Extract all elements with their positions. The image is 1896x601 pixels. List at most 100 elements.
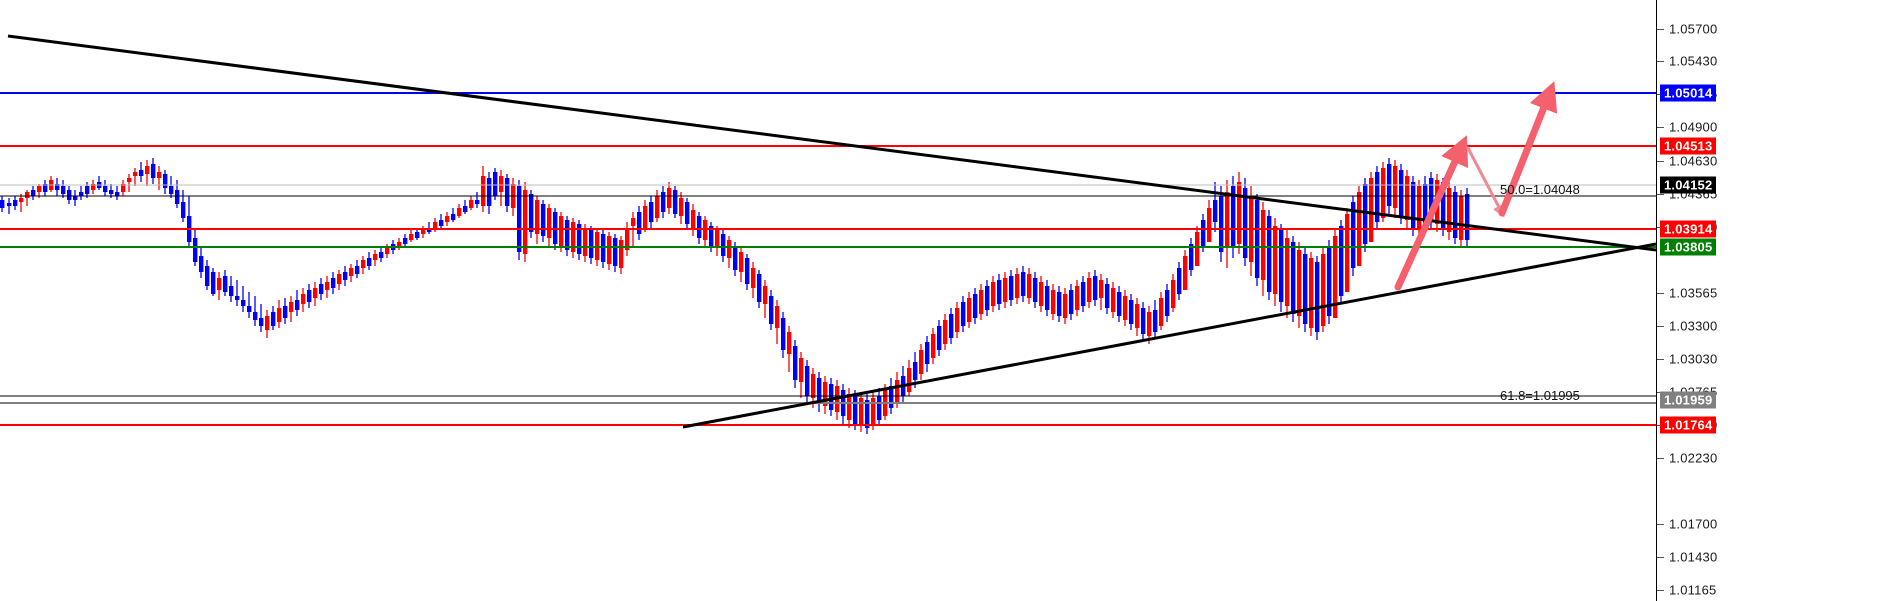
candlestick-svg: 50.0=1.04048 61.8=1.01995 — [0, 34, 1656, 434]
candle-body — [451, 214, 456, 220]
candle-body — [1309, 258, 1314, 328]
candle-body — [1225, 192, 1230, 248]
fib-level-label: 50.0=1.04048 — [1500, 182, 1580, 197]
candle-body — [799, 358, 804, 382]
candle-body — [403, 238, 408, 244]
candle-body — [79, 192, 84, 196]
candle-body — [745, 258, 750, 284]
candle-body — [805, 366, 810, 396]
impulse-arrow-2[interactable] — [1498, 81, 1558, 217]
candle-body — [193, 238, 198, 262]
candle-body — [1273, 226, 1278, 294]
candle-body — [655, 196, 660, 218]
price-tag-1.05014[interactable]: 1.05014 — [1660, 84, 1717, 102]
candle-body — [583, 228, 588, 256]
candle-body — [1441, 182, 1446, 230]
candle-body — [1237, 182, 1242, 244]
chart-plot-area[interactable]: 50.0=1.04048 61.8=1.01995 — [0, 0, 1656, 601]
price-tag-1.03914[interactable]: 1.03914 — [1660, 220, 1717, 238]
candle-body — [487, 178, 492, 206]
candle-body — [1231, 186, 1236, 246]
candle-body — [1093, 276, 1098, 300]
descending-trendline[interactable] — [7, 34, 1656, 252]
impulse-arrow-1[interactable] — [1394, 135, 1469, 291]
candle-body — [1339, 226, 1344, 296]
candle-body — [1261, 210, 1266, 280]
candle-body — [949, 314, 954, 338]
candle-body — [1393, 166, 1398, 208]
candle-body — [727, 240, 732, 258]
candle-body — [301, 294, 306, 304]
candle-body — [307, 290, 312, 302]
candle-body — [649, 202, 654, 222]
candle-body — [1003, 278, 1008, 302]
candle-body — [61, 186, 66, 194]
candle-body — [697, 216, 702, 238]
candle-body — [1165, 290, 1170, 316]
candle-body — [1363, 184, 1368, 244]
candle-body — [577, 224, 582, 254]
candle-body — [1135, 304, 1140, 328]
axis-tick-mark — [1657, 61, 1664, 62]
candle-body — [433, 222, 438, 230]
ascending-trendline[interactable] — [682, 242, 1656, 429]
candle-body — [709, 226, 714, 246]
candle-body — [1375, 172, 1380, 222]
candle-body — [1297, 250, 1302, 316]
axis-tick-mark — [1657, 29, 1664, 30]
candle-body — [73, 196, 78, 200]
candle-body — [1399, 170, 1404, 216]
price-tag-1.01764[interactable]: 1.01764 — [1660, 416, 1717, 434]
candle-body — [1141, 308, 1146, 334]
candle-body — [985, 286, 990, 310]
price-tag-1.01959[interactable]: 1.01959 — [1660, 391, 1717, 409]
candle-body — [1351, 202, 1356, 268]
candle-body — [337, 274, 342, 284]
price-tag-1.04152[interactable]: 1.04152 — [1660, 176, 1717, 194]
candle-body — [979, 290, 984, 314]
horizontal-lines-group — [0, 92, 1656, 426]
candle-body — [691, 210, 696, 228]
axis-tick-label: 1.03030 — [1669, 351, 1718, 367]
candle-body — [865, 400, 870, 428]
candle-body — [847, 394, 852, 420]
candle-body — [151, 164, 156, 178]
candle-body — [535, 200, 540, 234]
candle-body — [679, 198, 684, 216]
candle-body — [25, 192, 30, 198]
candle-body — [1333, 236, 1338, 318]
candle-body — [1213, 200, 1218, 222]
candle-body — [973, 294, 978, 318]
price-axis[interactable]: 1.057001.054301.051651.049001.046301.043… — [1656, 0, 1896, 601]
pullback-arrow[interactable] — [1466, 146, 1505, 218]
candle-body — [955, 308, 960, 332]
candle-body — [217, 278, 222, 290]
candle-body — [1021, 272, 1026, 296]
candle-body — [925, 342, 930, 364]
candle-body — [121, 184, 126, 192]
candle-body — [55, 184, 60, 190]
candle-body — [811, 374, 816, 398]
axis-tick-label: 1.05430 — [1669, 53, 1718, 69]
candle-body — [1171, 280, 1176, 308]
candle-body — [493, 172, 498, 196]
candle-body — [139, 170, 144, 176]
candle-body — [109, 190, 114, 194]
candle-body — [361, 260, 366, 268]
candle-body — [1189, 244, 1194, 270]
candle-body — [115, 192, 120, 196]
price-tag-1.03805[interactable]: 1.03805 — [1660, 238, 1717, 256]
axis-tick-mark — [1657, 557, 1664, 558]
candle-body — [919, 350, 924, 374]
candle-body — [1369, 178, 1374, 242]
candle-body — [1099, 280, 1104, 298]
candle-body — [1051, 290, 1056, 314]
candle-body — [445, 216, 450, 222]
price-tag-1.04513[interactable]: 1.04513 — [1660, 137, 1717, 155]
candle-body — [1087, 278, 1092, 302]
candle-body — [631, 218, 636, 226]
candle-body — [1081, 282, 1086, 306]
candle-body — [1327, 246, 1332, 316]
candle-body — [1009, 276, 1014, 300]
candle-body — [1147, 312, 1152, 336]
